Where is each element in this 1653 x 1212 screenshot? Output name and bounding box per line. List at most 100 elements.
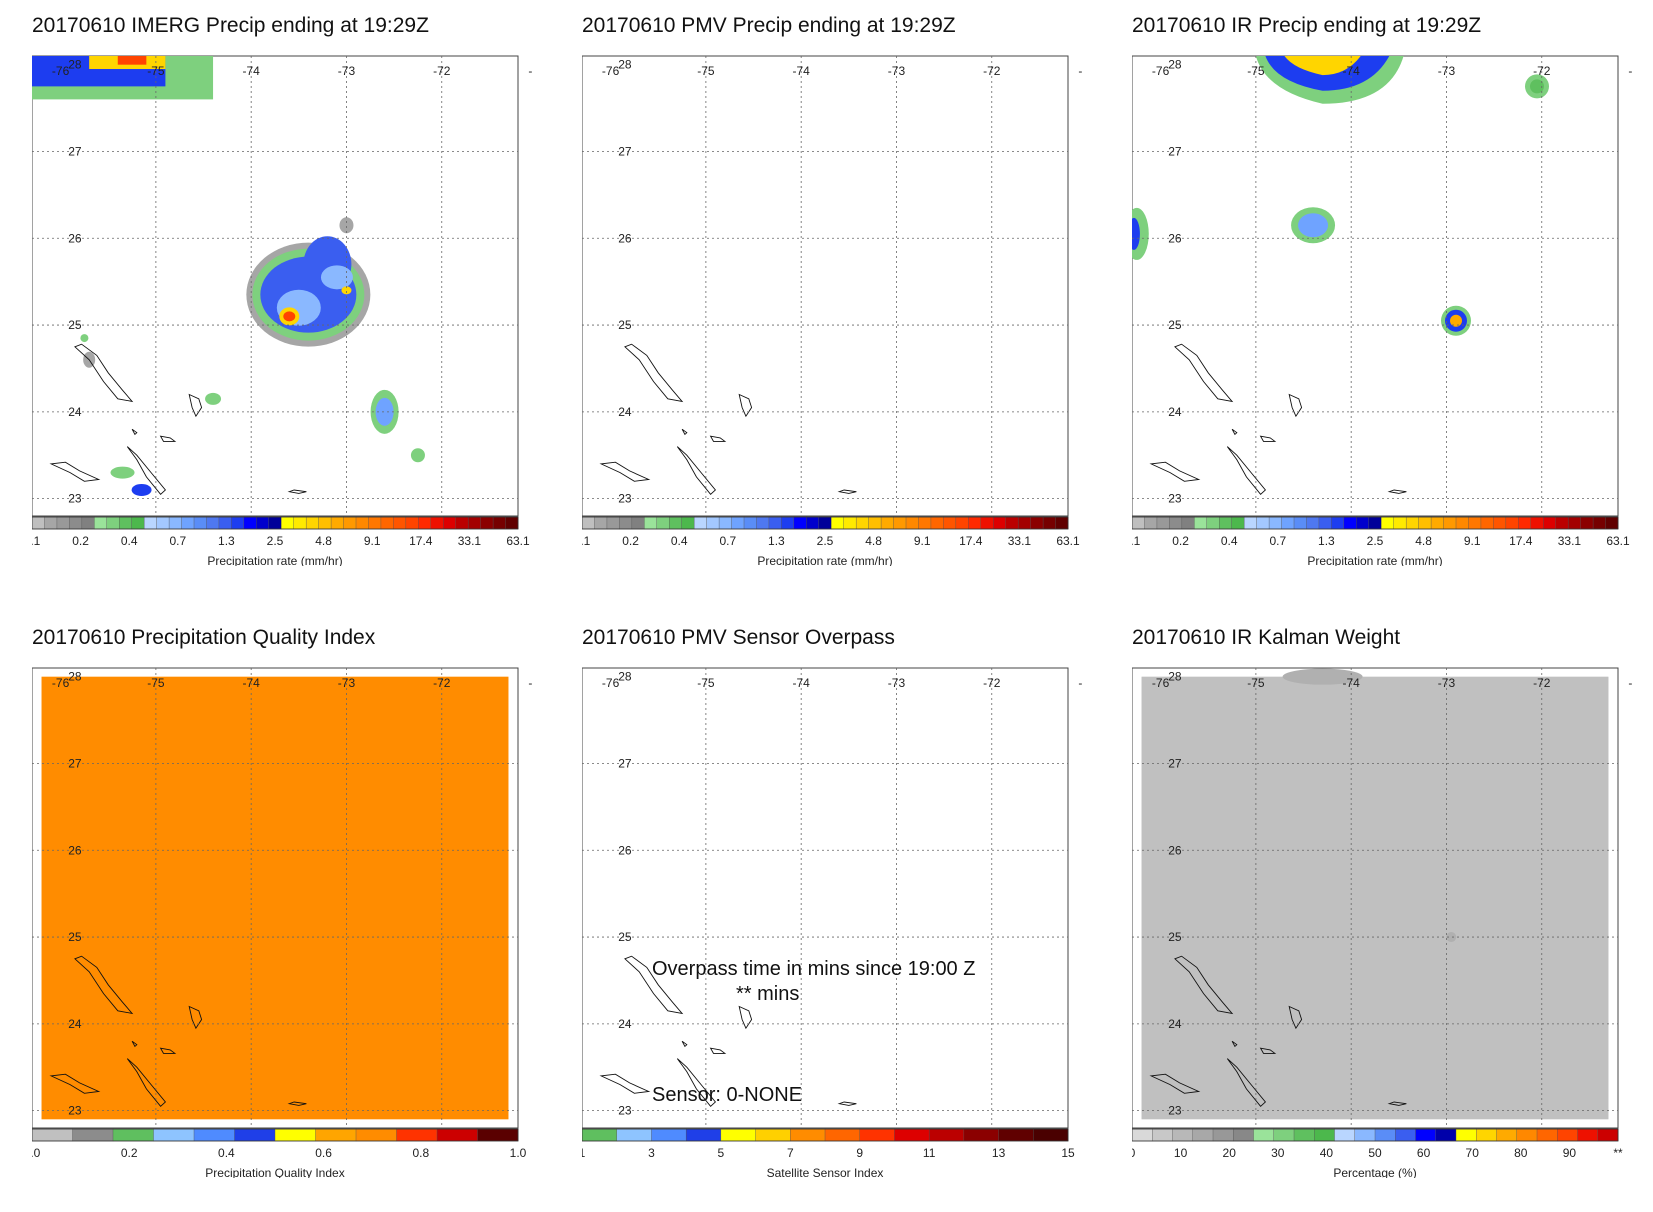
colorbar-swatch	[868, 516, 882, 530]
colorbar-label: 0.4	[1221, 534, 1238, 548]
colorbar-swatch	[998, 1128, 1034, 1142]
lon-label: -75	[697, 64, 715, 78]
lon-label: -73	[1438, 64, 1456, 78]
colorbar-swatch	[405, 516, 419, 530]
colorbar-title: Percentage (%)	[1333, 1166, 1416, 1178]
colorbar-swatch	[72, 1128, 114, 1142]
colorbar-swatch	[467, 516, 482, 530]
colorbar-swatch	[505, 516, 519, 530]
precip-cell	[375, 397, 394, 426]
precip-cell	[283, 311, 296, 322]
colorbar-swatch	[106, 516, 120, 530]
kalman-field	[1141, 668, 1609, 1120]
colorbar-swatch	[831, 516, 845, 530]
colorbar-title: Precipitation Quality Index	[205, 1166, 344, 1178]
colorbar-label: 4.8	[865, 534, 882, 548]
colorbar-label: 0.1	[582, 534, 591, 548]
colorbar-label: 0.2	[1172, 534, 1189, 548]
lat-label: 23	[1168, 1104, 1182, 1118]
colorbar-swatch	[1132, 516, 1145, 530]
colorbar-swatch	[1567, 516, 1582, 530]
coast-path	[188, 393, 203, 418]
coast-path	[1387, 1101, 1407, 1106]
map-quality: -76-75-74-73-72-712827262524230.00.20.40…	[32, 667, 532, 1178]
colorbar-label: 63.1	[1606, 534, 1630, 548]
colorbar-label: 0	[1132, 1146, 1136, 1160]
colorbar-label: 9.1	[1464, 534, 1481, 548]
colorbar-label: 15	[1061, 1146, 1075, 1160]
colorbar-swatch	[644, 516, 658, 530]
lat-label: 26	[618, 231, 632, 245]
overpass-time-text: Overpass time in mins since 19:00 Z	[652, 958, 976, 980]
map-base	[32, 667, 519, 1129]
colorbar-label: 0.7	[169, 534, 186, 548]
colorbar-label: 30	[1271, 1146, 1285, 1160]
coastline	[1149, 343, 1407, 495]
colorbar-swatch	[706, 516, 720, 530]
colorbar-swatch	[669, 516, 683, 530]
colorbar-label: 10	[1174, 1146, 1188, 1160]
coast-path	[676, 446, 717, 495]
colorbar-swatch	[181, 516, 195, 530]
colorbar-label: 60	[1417, 1146, 1431, 1160]
colorbar-label: 1.3	[1318, 534, 1335, 548]
coast-path	[1259, 1047, 1277, 1054]
precip-field	[32, 56, 425, 496]
colorbar: 0.1 0.2 0.4 0.7 1.3 2.5 4.8 9.1 17.4 33.1 63.1 Prec…	[1132, 516, 1630, 566]
coast-path	[709, 1047, 727, 1054]
precip-cell	[1450, 314, 1462, 327]
colorbar-swatch	[1543, 516, 1557, 530]
colorbar-swatch	[1256, 516, 1270, 530]
lon-label: -75	[147, 676, 165, 690]
coast-path	[287, 489, 307, 494]
colorbar-swatch	[1435, 1128, 1457, 1142]
lat-label: 24	[618, 405, 632, 419]
colorbar-swatch	[1455, 516, 1469, 530]
lat-label: 24	[68, 405, 82, 419]
graticule: -76 -75 -74 -73 -72 -71 28 27 26 25 24 23	[32, 668, 532, 1128]
colorbar-swatch	[231, 516, 245, 530]
coast-path	[1387, 489, 1407, 494]
kalman-cell	[1446, 932, 1457, 943]
lat-label: 23	[1168, 492, 1182, 506]
colorbar-swatch	[1281, 516, 1295, 530]
coast-path	[1226, 1058, 1267, 1107]
lon-label: -72	[433, 64, 451, 78]
colorbar-swatch	[1172, 1128, 1194, 1142]
coast-path	[709, 435, 727, 442]
sensor-text: Sensor: 0-NONE	[652, 1084, 803, 1106]
lon-label: -71	[1078, 676, 1082, 690]
coast-path	[126, 446, 167, 495]
colorbar-swatch	[455, 516, 469, 530]
coast-path	[49, 1073, 101, 1094]
coast-path	[159, 435, 177, 442]
colorbar-label: 63.1	[506, 534, 530, 548]
panel-title: 20170610 Precipitation Quality Index	[32, 626, 376, 649]
lat-label: 27	[68, 756, 82, 770]
colorbar-frame	[32, 516, 519, 530]
colorbar-swatch	[131, 516, 145, 530]
colorbar-swatch	[1476, 1128, 1497, 1142]
colorbar-label: 1	[582, 1146, 586, 1160]
map-base	[582, 55, 1069, 517]
lat-label: 25	[68, 930, 82, 944]
map-base	[32, 55, 519, 517]
lon-label: -72	[1533, 676, 1551, 690]
colorbar-swatch	[781, 516, 795, 530]
precip-cell	[131, 483, 152, 496]
colorbar-swatch	[1505, 516, 1519, 530]
quality-fill	[41, 676, 509, 1120]
lon-label: -72	[983, 676, 1001, 690]
colorbar-label: 0.8	[412, 1146, 429, 1160]
colorbar-swatch	[1194, 516, 1208, 530]
colorbar-swatch	[806, 516, 820, 530]
coast-path	[1231, 428, 1238, 436]
colorbar-swatch	[818, 516, 832, 530]
quality-field	[41, 676, 509, 1120]
colorbar-swatch	[81, 516, 95, 530]
colorbar-swatch	[1293, 1128, 1315, 1142]
colorbar-label: 11	[923, 1146, 936, 1160]
lat-label: 25	[618, 318, 632, 332]
panel-title: 20170610 IR Kalman Weight	[1132, 626, 1401, 649]
colorbar-label: 17.4	[1509, 534, 1533, 548]
